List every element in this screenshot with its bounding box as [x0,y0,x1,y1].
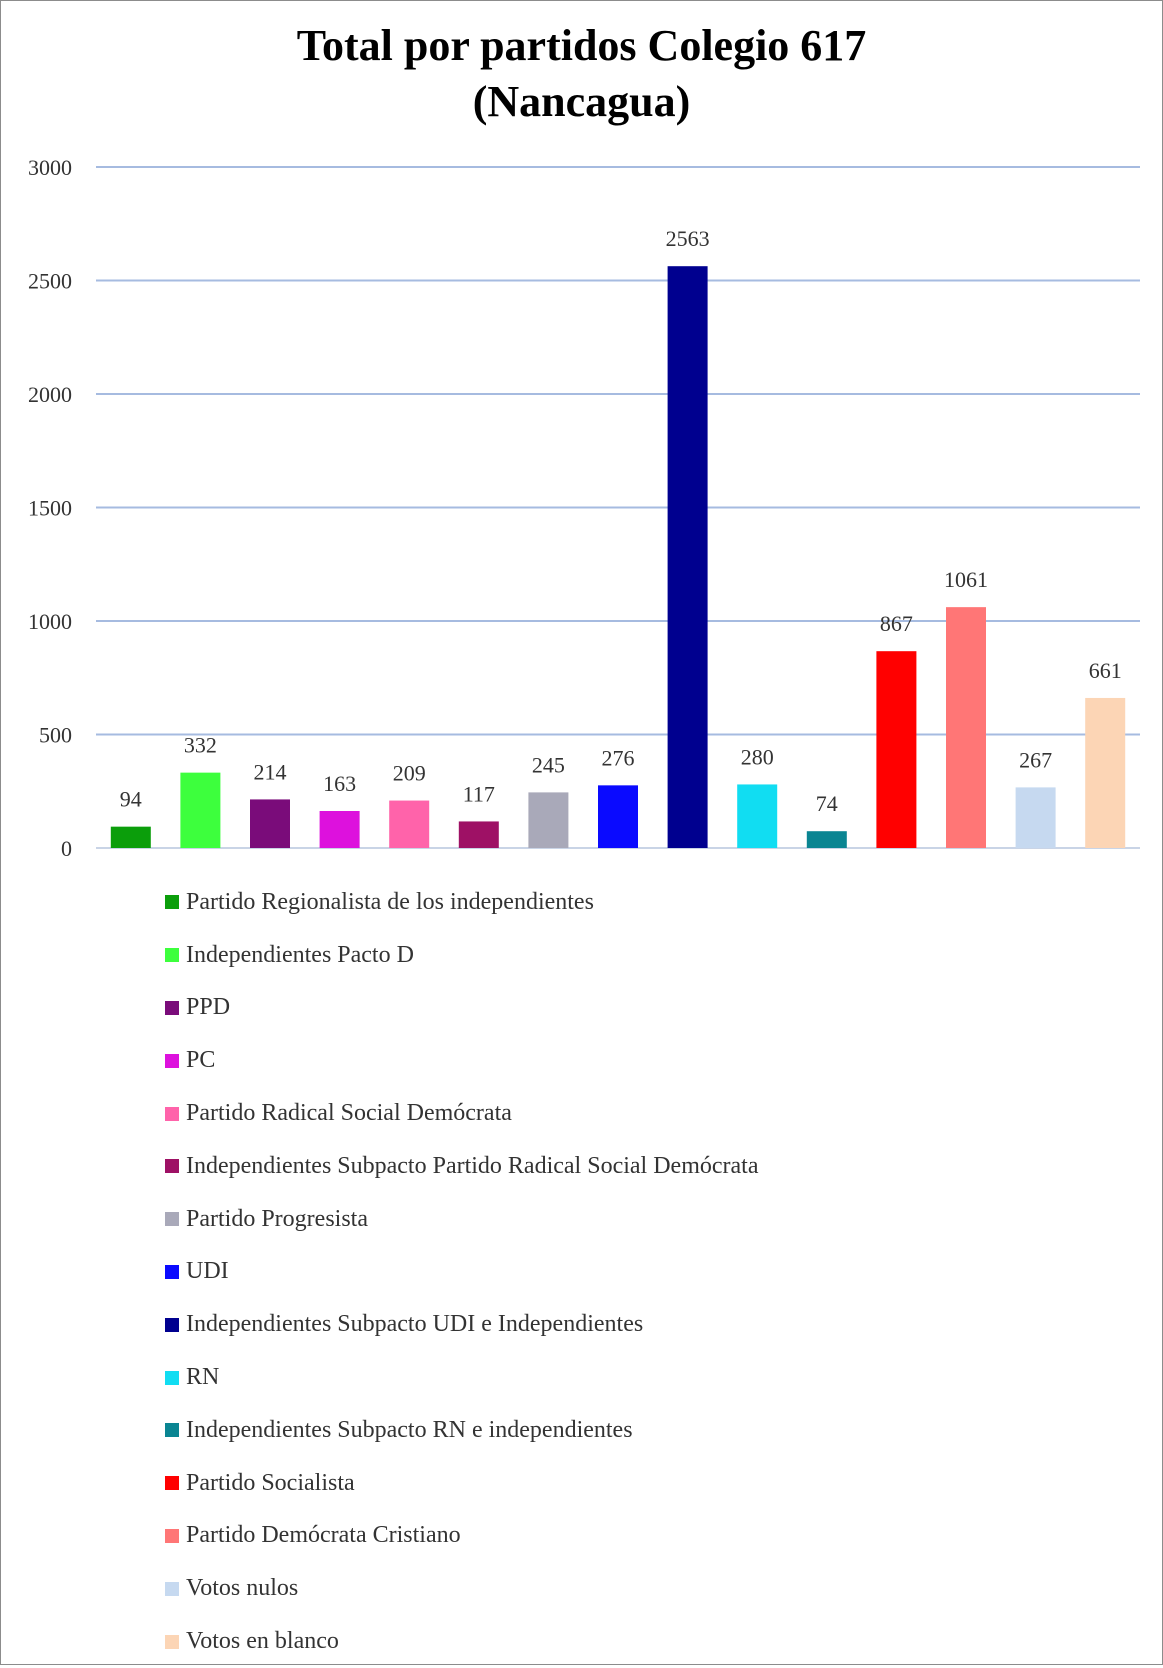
y-axis-ticks: 0 500 1000 1500 2000 2500 3000 [28,155,72,861]
legend-swatch [165,1476,179,1491]
legend-label: Partido Progresista [186,1205,368,1232]
data-label: 661 [1089,658,1122,683]
data-label: 214 [254,759,287,784]
legend: Partido Regionalista de los independient… [165,876,758,1668]
data-label: 74 [816,791,838,816]
bar [946,607,986,848]
bars [110,266,1126,849]
chart-title-line-1: Total por partidos Colegio 617 [296,21,867,70]
legend-item: Partido Radical Social Demócrata [165,1087,758,1140]
legend-label: PC [186,1047,216,1074]
legend-swatch [165,1528,179,1543]
legend-item: Partido Regionalista de los independient… [165,876,758,929]
bar [1015,787,1056,848]
legend-item: Independientes Subpacto UDI e Independie… [165,1298,758,1351]
data-label: 276 [602,745,635,770]
legend-item: Independientes Subpacto Partido Radical … [165,1140,758,1193]
legend-swatch [165,895,179,910]
legend-swatch [165,948,179,963]
legend-label: Votos en blanco [186,1628,339,1655]
bar [389,800,430,848]
legend-label: Independientes Pacto D [186,941,414,968]
y-tick-label: 3000 [28,155,72,180]
legend-label: Partido Regionalista de los independient… [186,888,594,915]
data-label: 867 [880,611,913,636]
bar [598,785,638,848]
data-label: 2563 [666,226,710,251]
data-label: 245 [532,752,565,777]
legend-swatch [165,1317,179,1332]
legend-swatch [165,1106,179,1121]
data-label: 267 [1019,747,1052,772]
legend-item: Partido Progresista [165,1193,758,1246]
legend-swatch [165,1053,179,1068]
legend-item: Votos nulos [165,1562,758,1615]
y-tick-label: 1000 [28,609,72,634]
legend-item: UDI [165,1246,758,1299]
bar [667,266,708,849]
data-label: 280 [741,744,774,769]
data-labels: 94 332 214 163 209 117 245 276 2563 280 74 867 1061 2… [120,226,1122,816]
legend-item: Independientes Pacto D [165,929,758,982]
bar [1085,697,1126,848]
legend-swatch [165,1159,179,1174]
legend-item: RN [165,1351,758,1404]
bar-chart: 0 500 1000 1500 2000 2500 3000 94 332 214 163 209 1… [28,155,1140,861]
y-tick-label: 2000 [28,382,72,407]
bar [737,784,778,848]
legend-swatch [165,1423,179,1438]
bar [806,831,847,848]
y-tick-label: 500 [39,723,72,748]
legend-label: Independientes Subpacto RN e independien… [186,1416,633,1443]
legend-label: Votos nulos [186,1575,299,1602]
bar [250,799,290,848]
legend-item: Independientes Subpacto RN e independien… [165,1404,758,1457]
bar [110,826,151,848]
chart-title-line-2: (Nancagua) [472,77,691,126]
legend-swatch [165,1000,179,1015]
legend-label: PPD [186,994,231,1021]
data-label: 94 [120,787,142,812]
y-tick-label: 0 [61,836,72,861]
y-tick-label: 1500 [28,496,72,521]
legend-item: Votos en blanco [165,1615,758,1668]
bar [876,651,917,848]
data-label: 1061 [944,567,988,592]
bar [180,772,221,848]
legend-swatch [165,1634,179,1649]
legend-label: RN [186,1364,220,1391]
chart-title: Total por partidos Colegio 617 (Nancagua… [0,18,1163,130]
legend-item: Partido Socialista [165,1457,758,1510]
legend-item: PC [165,1034,758,1087]
legend-swatch [165,1370,179,1385]
legend-swatch [165,1212,179,1227]
legend-label: Independientes Subpacto UDI e Independie… [186,1311,644,1338]
bar [319,810,360,848]
bar [458,821,499,848]
data-label: 163 [323,771,356,796]
legend-swatch [165,1264,179,1279]
legend-label: Partido Demócrata Cristiano [186,1522,461,1549]
legend-label: Partido Radical Social Demócrata [186,1100,512,1127]
bar [528,792,569,848]
data-label: 332 [184,733,217,758]
legend-item: Partido Demócrata Cristiano [165,1510,758,1563]
legend-label: Independientes Subpacto Partido Radical … [186,1152,759,1179]
data-label: 209 [393,761,426,786]
data-label: 117 [463,781,495,806]
legend-label: UDI [186,1258,229,1285]
legend-swatch [165,1581,179,1596]
y-tick-label: 2500 [28,269,72,294]
legend-item: PPD [165,982,758,1035]
legend-label: Partido Socialista [186,1469,355,1496]
